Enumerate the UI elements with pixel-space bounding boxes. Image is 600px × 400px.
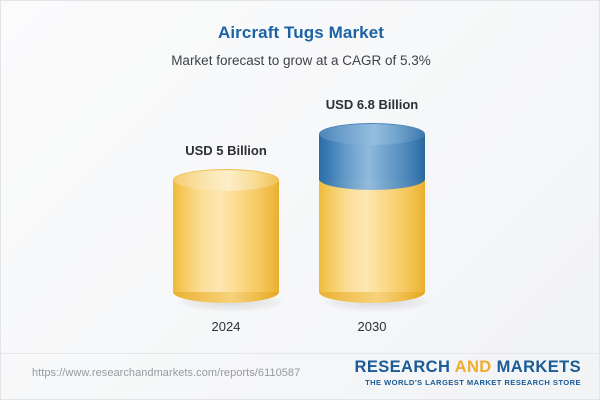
logo-tagline: THE WORLD'S LARGEST MARKET RESEARCH STOR…: [365, 378, 581, 388]
cylinder-body-2024: [173, 180, 279, 292]
bar-value-label-2024: USD 5 Billion: [185, 143, 267, 158]
bar-category-label-2030: 2030: [357, 319, 387, 334]
logo-research-text: RESEARCH: [354, 358, 455, 376]
research-and-markets-logo: RESEARCH AND MARKETS THE WORLD'S LARGEST…: [354, 358, 582, 388]
cylinder-growth-segment-2030: [319, 123, 425, 191]
logo-wordmark: RESEARCH AND MARKETS: [354, 358, 582, 376]
cylinder-top-2024: [173, 169, 279, 191]
page-title: Aircraft Tugs Market: [217, 23, 385, 42]
report-url-link[interactable]: https://www.researchandmarkets.com/repor…: [32, 367, 301, 379]
chart-subtitle: Market forecast to grow at a CAGR of 5.3…: [171, 53, 431, 68]
cylinder-growth-base-2030: [319, 168, 425, 190]
bar-cylinder-2024: [173, 169, 279, 303]
logo-markets-text: MARKETS: [491, 358, 581, 376]
footer-divider: [1, 353, 600, 354]
bar-category-label-2024: 2024: [211, 319, 241, 334]
bar-value-label-2030: USD 6.8 Billion: [325, 97, 419, 112]
chart-plot-area: USD 5 Billion 2024 USD 6.8 Billion: [1, 1, 600, 351]
cylinder-growth-top-2030: [319, 123, 425, 145]
logo-and-text: AND: [454, 358, 492, 376]
